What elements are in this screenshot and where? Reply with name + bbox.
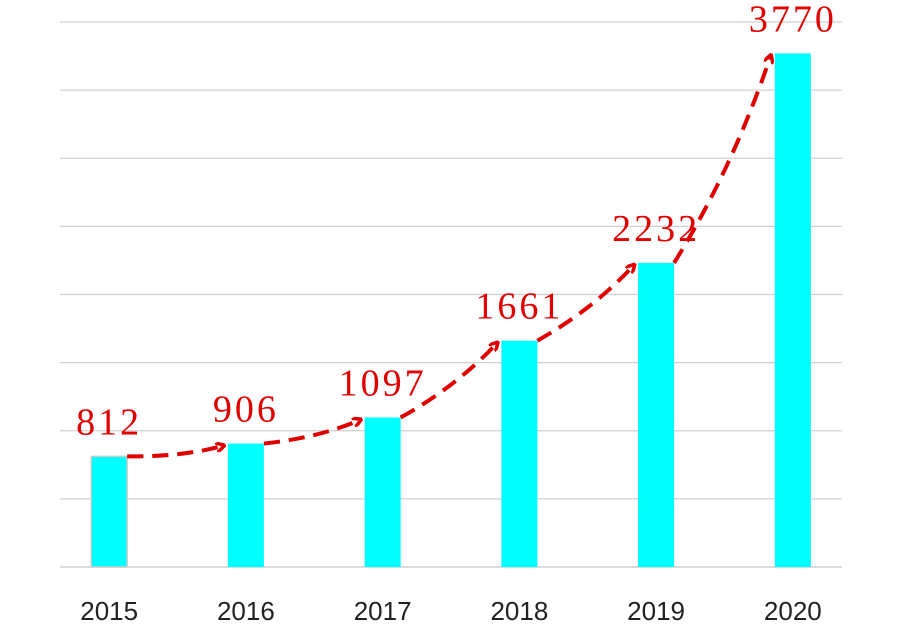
data-label-2019: 2232 xyxy=(612,208,700,250)
trend-arrow xyxy=(263,420,361,446)
bar-2018 xyxy=(501,340,538,567)
trend-arrows xyxy=(127,55,771,459)
data-label-2017: 1097 xyxy=(339,363,427,405)
trend-arrow xyxy=(127,446,224,459)
data-label-2020: 3770 xyxy=(749,0,837,40)
bar-2015 xyxy=(90,455,128,568)
data-label-2018: 1661 xyxy=(475,286,563,328)
trend-arrow xyxy=(672,55,771,264)
x-tick-2016: 2016 xyxy=(217,596,275,626)
x-axis-tick-labels: 2015 2016 2017 2018 2019 2020 xyxy=(80,596,822,626)
x-tick-2017: 2017 xyxy=(354,596,412,626)
bar-2017 xyxy=(364,417,401,567)
bar-2020 xyxy=(774,53,811,567)
x-tick-2015: 2015 xyxy=(80,596,138,626)
x-tick-2019: 2019 xyxy=(627,596,685,626)
bar-2019 xyxy=(638,262,675,567)
gridlines xyxy=(60,21,842,568)
x-tick-2018: 2018 xyxy=(490,596,548,626)
trend-arrow xyxy=(399,343,498,420)
data-labels: 812 906 1097 1661 2232 3770 xyxy=(76,0,837,443)
bar-2016 xyxy=(227,443,264,567)
bars xyxy=(90,53,811,568)
data-label-2016: 906 xyxy=(213,389,279,431)
x-tick-2020: 2020 xyxy=(764,596,822,626)
trend-arrow xyxy=(536,265,634,343)
data-label-2015: 812 xyxy=(76,401,142,443)
